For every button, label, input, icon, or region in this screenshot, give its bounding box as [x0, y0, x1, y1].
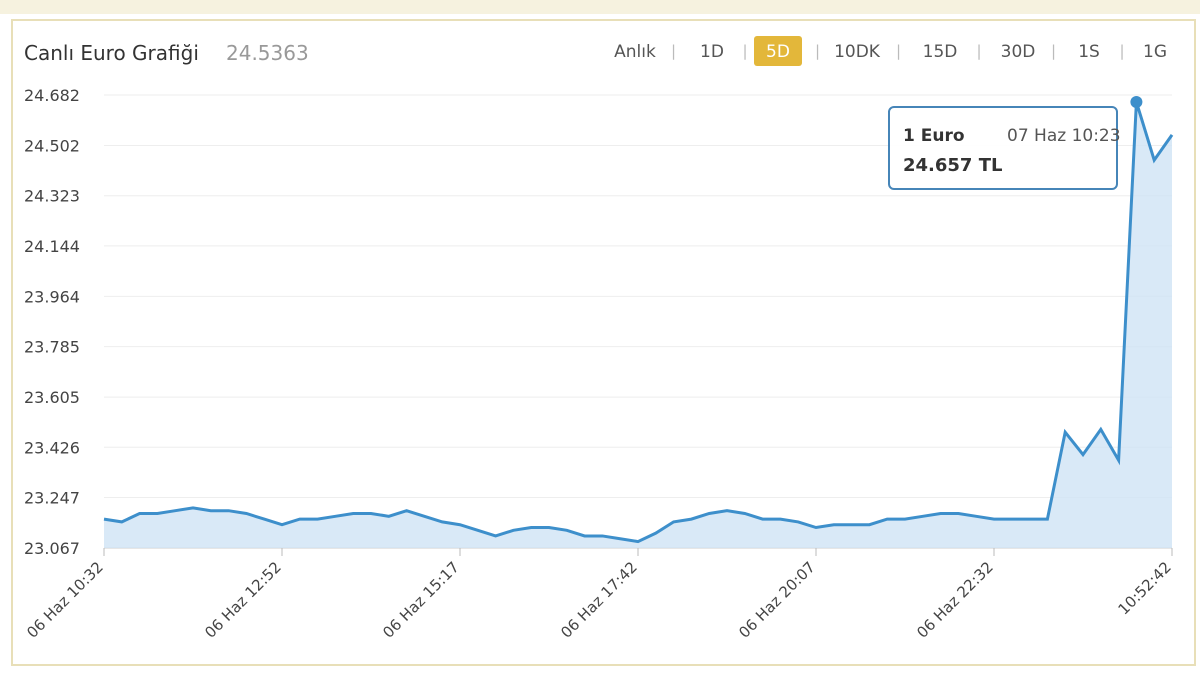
tab-separator: | — [1119, 42, 1124, 60]
current-price: 24.5363 — [226, 41, 309, 65]
top-strip — [0, 0, 1200, 14]
tooltip-time: 07 Haz 10:23 — [1007, 126, 1121, 146]
tooltip-price: 24.657 TL — [903, 155, 1002, 176]
tab-separator: | — [976, 42, 981, 60]
y-tick-label: 24.144 — [24, 237, 80, 256]
tab-active-bg — [754, 36, 802, 66]
tab[interactable]: Anlık — [614, 42, 656, 62]
tab-separator: | — [742, 42, 747, 60]
tab[interactable]: 5D — [766, 42, 790, 62]
tab-separator: | — [896, 42, 901, 60]
tab[interactable]: 15D — [923, 42, 958, 62]
tab[interactable]: 1D — [700, 42, 724, 62]
tab[interactable]: 10DK — [834, 42, 881, 62]
y-tick-label: 24.323 — [24, 187, 80, 206]
y-tick-label: 23.605 — [24, 388, 80, 407]
y-tick-label: 24.502 — [24, 136, 80, 155]
y-tick-label: 24.682 — [24, 86, 80, 105]
chart-title: Canlı Euro Grafiği — [24, 41, 199, 65]
tooltip-box — [888, 106, 1118, 190]
area — [104, 102, 1172, 548]
y-tick-label: 23.247 — [24, 489, 80, 508]
y-tick-label: 23.785 — [24, 338, 80, 357]
tab[interactable]: 1G — [1143, 42, 1167, 62]
tab-separator: | — [1051, 42, 1056, 60]
y-tick-label: 23.964 — [24, 287, 80, 306]
hover-point — [1130, 96, 1143, 109]
tab-separator: | — [671, 42, 676, 60]
tab[interactable]: 1S — [1078, 42, 1100, 62]
line — [103, 101, 1174, 544]
y-tick-label: 23.067 — [24, 539, 80, 558]
y-tick-label: 23.426 — [24, 438, 80, 457]
tab-separator: | — [815, 42, 820, 60]
tab[interactable]: 30D — [1001, 42, 1036, 62]
tooltip-unit: 1 Euro — [903, 126, 965, 146]
